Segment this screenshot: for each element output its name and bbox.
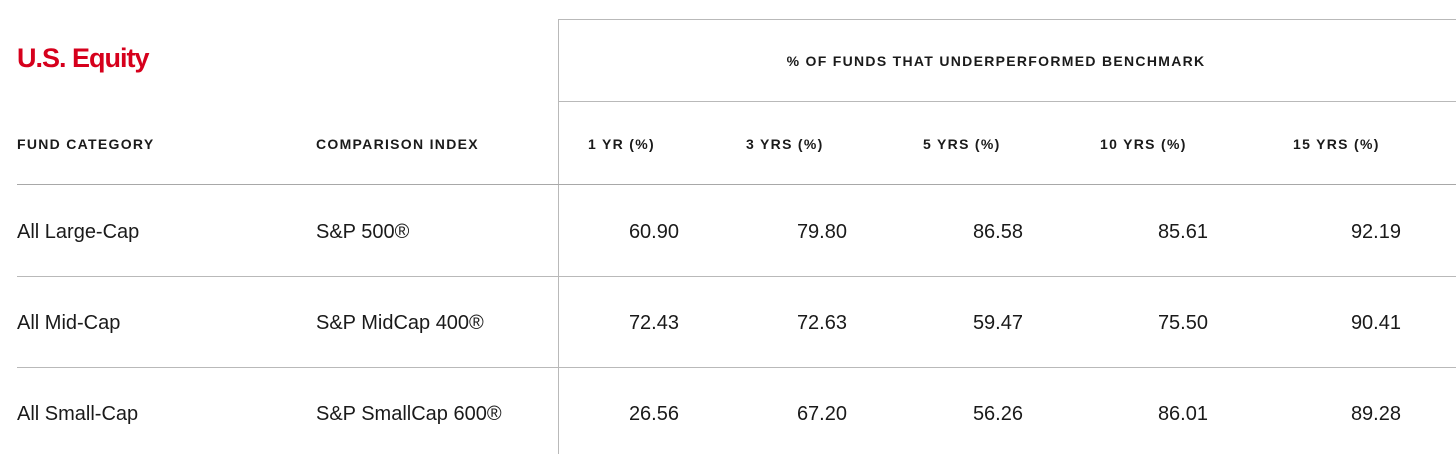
section-title: U.S. Equity <box>17 43 150 73</box>
group-bottom-rule <box>559 101 1456 102</box>
row-divider <box>17 367 1456 368</box>
value-1yr-cell: 72.43 <box>628 312 679 334</box>
comparison-index-cell: S&P 500® <box>316 221 410 243</box>
value-10yr-cell: 86.01 <box>1157 403 1208 425</box>
header-bottom-rule <box>17 184 1456 185</box>
value-5yr-cell: 86.58 <box>972 221 1023 243</box>
value-1yr-cell: 26.56 <box>628 403 679 425</box>
comparison-index-cell: S&P MidCap 400® <box>316 312 484 334</box>
value-10yr-cell: 85.61 <box>1157 221 1208 243</box>
col-header-1yr: 1 YR (%) <box>588 136 655 152</box>
value-5yr-cell: 59.47 <box>972 312 1023 334</box>
col-header-fund-category: FUND CATEGORY <box>17 136 155 152</box>
value-15yr-cell: 89.28 <box>1350 403 1401 425</box>
value-3yr-cell: 67.20 <box>796 403 847 425</box>
value-3yr-cell: 79.80 <box>796 221 847 243</box>
value-3yr-cell: 72.63 <box>796 312 847 334</box>
value-15yr-cell: 90.41 <box>1350 312 1401 334</box>
value-5yr-cell: 56.26 <box>972 403 1023 425</box>
col-header-10yr: 10 YRS (%) <box>1100 136 1187 152</box>
col-header-15yr: 15 YRS (%) <box>1293 136 1380 152</box>
fund-category-cell: All Large-Cap <box>17 221 140 243</box>
comparison-index-cell: S&P SmallCap 600® <box>316 403 502 425</box>
group-header: % OF FUNDS THAT UNDERPERFORMED BENCHMARK <box>786 53 1206 69</box>
col-header-3yr: 3 YRS (%) <box>746 136 824 152</box>
fund-category-cell: All Mid-Cap <box>17 312 121 334</box>
group-top-rule <box>559 19 1456 20</box>
value-15yr-cell: 92.19 <box>1350 221 1401 243</box>
col-header-5yr: 5 YRS (%) <box>923 136 1001 152</box>
group-divider <box>558 19 559 454</box>
col-header-comparison-index: COMPARISON INDEX <box>316 136 479 152</box>
fund-category-cell: All Small-Cap <box>17 403 139 425</box>
value-10yr-cell: 75.50 <box>1157 312 1208 334</box>
row-divider <box>17 276 1456 277</box>
value-1yr-cell: 60.90 <box>628 221 679 243</box>
